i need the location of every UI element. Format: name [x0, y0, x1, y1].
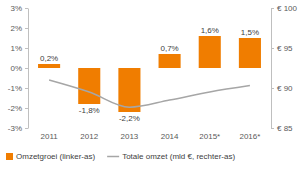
y2-axis: € 85 € 90 € 95 € 100: [271, 4, 298, 133]
tick: 2011: [40, 128, 58, 141]
tick-label: -1%: [8, 84, 22, 93]
x-axis: 2011 2012 2013 2014 2015* 2016*: [40, 128, 260, 141]
tick-mark: [271, 48, 274, 49]
data-label: 1,5%: [241, 28, 259, 37]
bar: [239, 38, 261, 68]
tick: € 100: [271, 4, 298, 13]
tick-label: 2011: [40, 132, 58, 141]
tick-label: 2%: [10, 24, 22, 33]
tick-label: € 90: [277, 84, 293, 93]
tick: € 85: [271, 124, 293, 133]
tick-label: 1%: [10, 44, 22, 53]
tick: 1%: [10, 44, 28, 53]
tick-label: € 85: [277, 124, 293, 133]
tick-mark: [271, 128, 274, 129]
tick-label: 2012: [80, 132, 98, 141]
data-label: -2,2%: [119, 114, 140, 123]
tick-label: -2%: [8, 104, 22, 113]
tick: -2%: [8, 104, 28, 113]
tick-mark: [25, 68, 28, 69]
tick: 2014: [161, 128, 179, 141]
tick-mark: [25, 128, 28, 129]
data-labels: 0,2% -1,8% -2,2% 0,7% 1,6% 1,5%: [40, 26, 259, 123]
tick-mark: [25, 48, 28, 49]
legend-swatch: [6, 153, 13, 160]
tick-label: € 100: [277, 4, 298, 13]
legend-item: Totale omzet (mld €, rechter-as): [107, 152, 235, 161]
data-label: -1,8%: [79, 106, 100, 115]
tick-label: 3%: [10, 4, 22, 13]
data-label: 0,2%: [40, 54, 58, 63]
axis-line: [271, 9, 272, 129]
marks: [38, 36, 261, 112]
tick: 3%: [10, 4, 28, 13]
plot: -3%-2%-1%0%1%2%3%€ 85€ 90€ 95€ 100201120…: [8, 4, 298, 141]
tick: 0%: [10, 64, 28, 73]
tick-label: 2014: [161, 132, 179, 141]
data-label: 1,6%: [201, 26, 219, 35]
bar: [78, 68, 100, 104]
legend-swatch: [107, 156, 119, 158]
tick: € 95: [271, 44, 293, 53]
tick-label: 2013: [121, 132, 139, 141]
tick-label: € 95: [277, 44, 293, 53]
legend-label: Totale omzet (mld €, rechter-as): [122, 152, 235, 161]
tick-label: 2015*: [199, 132, 220, 141]
tick-label: 0%: [10, 64, 22, 73]
tick-mark: [25, 88, 28, 89]
tick-mark: [25, 8, 28, 9]
tick-label: -3%: [8, 124, 22, 133]
tick: -1%: [8, 84, 28, 93]
bar: [199, 36, 221, 68]
chart: -3%-2%-1%0%1%2%3%€ 85€ 90€ 95€ 100201120…: [0, 0, 307, 169]
tick-mark: [271, 88, 274, 89]
tick-mark: [25, 28, 28, 29]
tick: € 90: [271, 84, 293, 93]
tick: 2%: [10, 24, 28, 33]
legend-label: Omzetgroei (linker-as): [16, 152, 95, 161]
bar: [159, 54, 181, 68]
tick: 2015*: [199, 128, 220, 141]
tick: -3%: [8, 124, 28, 133]
axis-line: [28, 9, 29, 129]
legend: Omzetgroei (linker-as) Totale omzet (mld …: [6, 152, 235, 161]
tick: 2012: [80, 128, 98, 141]
tick: 2013: [121, 128, 139, 141]
y-axis: -3% -2% -1% 0% 1% 2% 3%: [8, 4, 29, 133]
tick-mark: [271, 8, 274, 9]
line: [49, 80, 250, 107]
legend-item: Omzetgroei (linker-as): [6, 152, 95, 161]
bar: [38, 64, 60, 68]
tick: 2016*: [239, 128, 260, 141]
tick-label: 2016*: [239, 132, 260, 141]
tick-mark: [25, 108, 28, 109]
data-label: 0,7%: [160, 44, 178, 53]
